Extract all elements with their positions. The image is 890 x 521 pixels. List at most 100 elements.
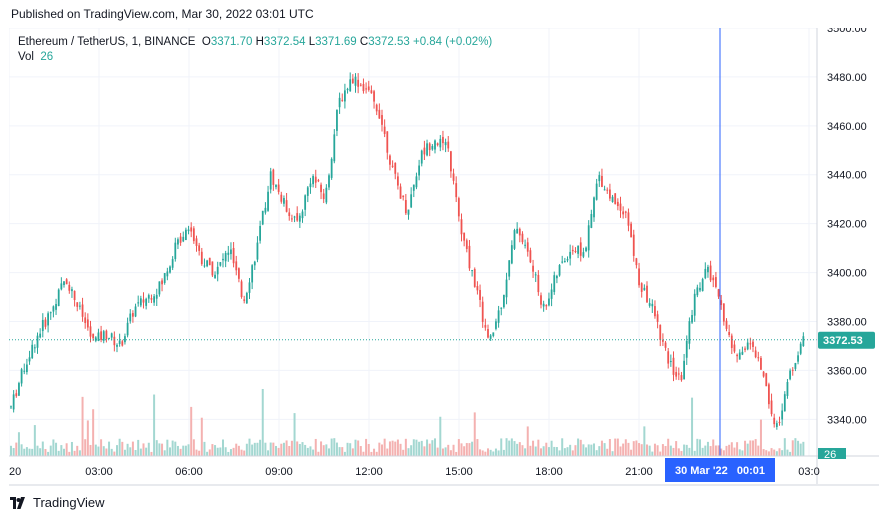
volume-bar (638, 443, 641, 456)
candle-body (367, 86, 370, 90)
volume-bar (298, 444, 301, 456)
candle-body (611, 196, 614, 202)
volume-bar (116, 445, 118, 456)
volume-bar (441, 448, 444, 456)
candle-body (497, 310, 500, 323)
volume-bar (606, 448, 609, 456)
candle-body (418, 165, 420, 176)
candle-body (465, 240, 468, 249)
candle-body (712, 277, 715, 281)
candle-body (799, 343, 802, 354)
price-chart[interactable]: 3340.00 3360.00 3380.00 3400.00 3420.00 3440.… (9, 28, 879, 486)
volume-bar (89, 444, 92, 456)
x-tick-label: 03:00 (85, 466, 113, 478)
volume-bar (282, 442, 285, 456)
volume-bar (404, 438, 407, 456)
candle-body (741, 351, 744, 355)
candle-body (773, 417, 776, 425)
candle-body (33, 347, 36, 349)
candle-body (325, 187, 328, 203)
volume-bar (457, 439, 460, 456)
candle-body (399, 186, 402, 199)
volume-bar (516, 443, 519, 456)
candle-body (36, 335, 39, 348)
volume-bar (545, 442, 548, 456)
volume-bar (150, 451, 153, 456)
candle-body (609, 189, 611, 199)
candle-body (232, 247, 235, 264)
candle-body (553, 275, 556, 293)
volume-bar (789, 451, 792, 456)
volume-bar (108, 441, 111, 456)
candle-body (685, 340, 688, 358)
candle-body (60, 283, 63, 290)
candle-body (192, 228, 195, 242)
volume-bar (487, 448, 489, 456)
volume-bar (518, 442, 521, 456)
volume-bar (508, 440, 511, 456)
candle-body (630, 223, 632, 238)
volume-bar (256, 442, 259, 456)
volume-bar (693, 450, 696, 456)
volume-bar (797, 440, 800, 456)
candle-body (656, 314, 659, 322)
volume-bar (394, 441, 397, 456)
volume-bar (41, 441, 44, 456)
x-tick-label: 18:00 (535, 466, 563, 478)
candle-body (248, 282, 251, 293)
chart-frame[interactable]: 3340.00 3360.00 3380.00 3400.00 3420.00 3440.… (9, 28, 879, 486)
volume-bar (23, 448, 26, 456)
candle-body (243, 299, 246, 301)
last-price-tag: 3372.53 (818, 331, 875, 349)
candle-body (455, 183, 458, 198)
candle-body (245, 292, 248, 304)
candle-body (444, 142, 447, 146)
volume-bar (434, 438, 436, 456)
volume-bar (555, 447, 558, 456)
volume-bar (680, 451, 683, 456)
volume-bar (100, 439, 103, 456)
volume-bar (781, 450, 784, 456)
candle-body (434, 140, 436, 150)
candle-body (598, 175, 601, 182)
candle-body (275, 184, 277, 188)
candle-body (240, 281, 243, 297)
volume-bar (664, 446, 667, 456)
y-tick-label: 3360.00 (827, 365, 867, 377)
candle-body (57, 289, 60, 307)
candle-body (277, 184, 280, 192)
candle-body (603, 189, 606, 191)
volume-bar (10, 445, 12, 456)
y-tick-label: 3460.00 (827, 121, 867, 133)
volume-bar (714, 445, 717, 456)
volume-bar (468, 443, 471, 456)
candle-body (145, 298, 148, 306)
candle-body (139, 298, 142, 306)
candle-body (92, 333, 95, 339)
volume-bar (646, 444, 648, 456)
volume-bar (479, 449, 482, 456)
volume-bar (203, 441, 206, 456)
volume-bar (585, 447, 588, 456)
candle-body (754, 350, 757, 358)
candle-body (518, 228, 521, 236)
tradingview-logo[interactable]: TradingView (10, 495, 105, 510)
candle-body (738, 352, 741, 360)
volume-bar (338, 447, 341, 456)
volume-bar (123, 449, 126, 456)
candle-body (63, 281, 65, 286)
candle-body (585, 247, 587, 252)
candle-body (651, 303, 654, 307)
candle-body (574, 251, 577, 253)
candle-body (473, 269, 476, 287)
candle-body (691, 315, 693, 323)
volume-bar (192, 439, 195, 456)
volume-bar (569, 444, 572, 456)
volume-bar (640, 444, 643, 456)
candle-body (386, 131, 389, 153)
candle-body (672, 357, 675, 375)
candle-body (235, 261, 238, 271)
volume-bar (171, 440, 174, 456)
candle-body (587, 225, 590, 251)
candle-body (15, 393, 18, 397)
